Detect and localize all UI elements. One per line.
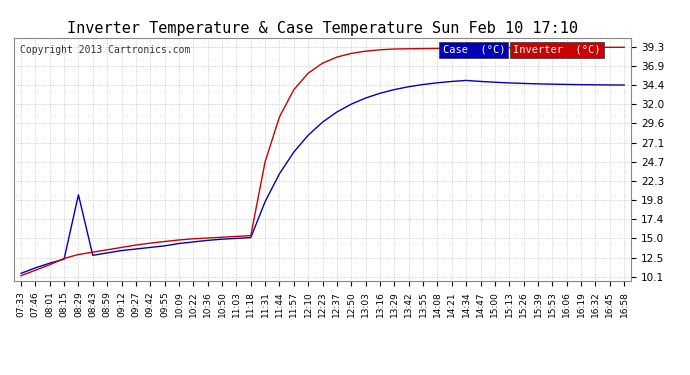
Title: Inverter Temperature & Case Temperature Sun Feb 10 17:10: Inverter Temperature & Case Temperature …	[67, 21, 578, 36]
Text: Case  (°C): Case (°C)	[442, 45, 505, 55]
Text: Inverter  (°C): Inverter (°C)	[513, 45, 601, 55]
Text: Copyright 2013 Cartronics.com: Copyright 2013 Cartronics.com	[20, 45, 190, 55]
